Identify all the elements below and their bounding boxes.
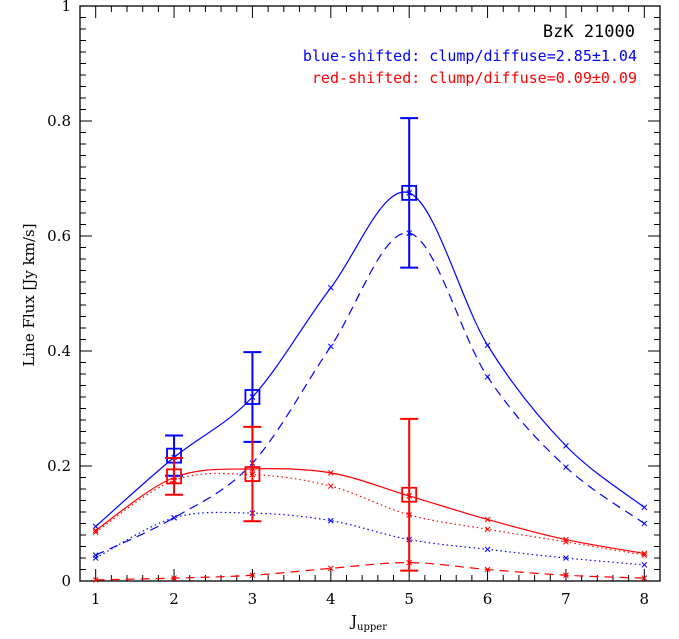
observed-square-marker: [244, 466, 261, 482]
series-point-marker: [327, 483, 334, 489]
series-point-marker: [641, 552, 648, 558]
observed-points: [165, 117, 419, 572]
axes: 1 2 3 4 5 6 7 8 0 0.2 0.4 0.6 0.8 1: [47, 0, 661, 608]
series-point-marker: [484, 516, 491, 523]
y-tick-label: 1: [61, 0, 71, 15]
x-tick-label: 8: [640, 590, 650, 608]
series-point-marker: [327, 565, 334, 572]
series-line-5: [95, 561, 645, 581]
series-point-marker: [563, 539, 569, 545]
x-tick-label: 5: [404, 590, 414, 608]
series-point-marker: [563, 443, 569, 449]
observed-square-marker: [401, 486, 418, 503]
series-point-marker: [641, 520, 648, 527]
red-shifted-annotation: red-shifted: clump/diffuse=0.09±0.09: [312, 69, 637, 87]
object-name: BzK 21000: [543, 22, 635, 42]
x-tick-label: 2: [169, 590, 179, 608]
x-axis-label: Jupper: [349, 612, 387, 633]
series-point-marker: [484, 374, 491, 380]
x-tick-label: 3: [248, 590, 258, 608]
y-tick-label: 0.4: [47, 342, 71, 360]
series-point-marker: [327, 284, 334, 291]
x-tick-label: 4: [326, 590, 336, 608]
blue-shifted-annotation: blue-shifted: clump/diffuse=2.85±1.04: [303, 47, 637, 65]
series-line-4: [95, 472, 645, 556]
series-point-marker: [92, 576, 99, 583]
series-point-marker: [171, 514, 177, 521]
series-point-marker: [484, 546, 491, 553]
series-line-0: [95, 191, 645, 527]
series-point-marker: [563, 555, 569, 561]
series-point-marker: [641, 562, 648, 568]
x-axis-label-sub: upper: [357, 622, 387, 633]
y-axis-label: Line Flux [Jy km/s]: [20, 223, 38, 366]
y-tick-label: 0: [61, 572, 71, 590]
series-line-1: [95, 232, 645, 556]
series-point-marker: [92, 529, 99, 535]
series-point-marker: [563, 572, 569, 579]
series-point-marker: [249, 572, 256, 579]
series-point-marker: [92, 527, 99, 534]
series-point-marker: [484, 526, 491, 533]
series-point-marker: [327, 470, 334, 476]
model-curves: [92, 190, 648, 583]
series-point-marker: [484, 566, 491, 573]
series-point-marker: [484, 342, 491, 349]
series-point-marker: [171, 575, 177, 581]
x-tick-label: 6: [483, 590, 493, 608]
observed-square-marker: [244, 389, 261, 405]
series-point-marker: [641, 504, 648, 511]
series-point-marker: [641, 575, 648, 581]
series-point-marker: [563, 464, 569, 471]
y-tick-label: 0.2: [47, 457, 71, 475]
x-tick-label: 7: [561, 590, 571, 608]
series-point-marker: [327, 343, 334, 350]
observed-square-marker: [166, 468, 182, 485]
y-tick-label: 0.8: [47, 112, 71, 130]
observed-square-marker: [401, 184, 418, 201]
series-point-marker: [563, 536, 569, 543]
y-tick-label: 0.6: [47, 227, 71, 245]
x-tick-label: 1: [91, 590, 101, 608]
series-point-marker: [92, 555, 99, 561]
x-axis-label-main: J: [349, 612, 357, 630]
series-point-marker: [327, 517, 334, 524]
